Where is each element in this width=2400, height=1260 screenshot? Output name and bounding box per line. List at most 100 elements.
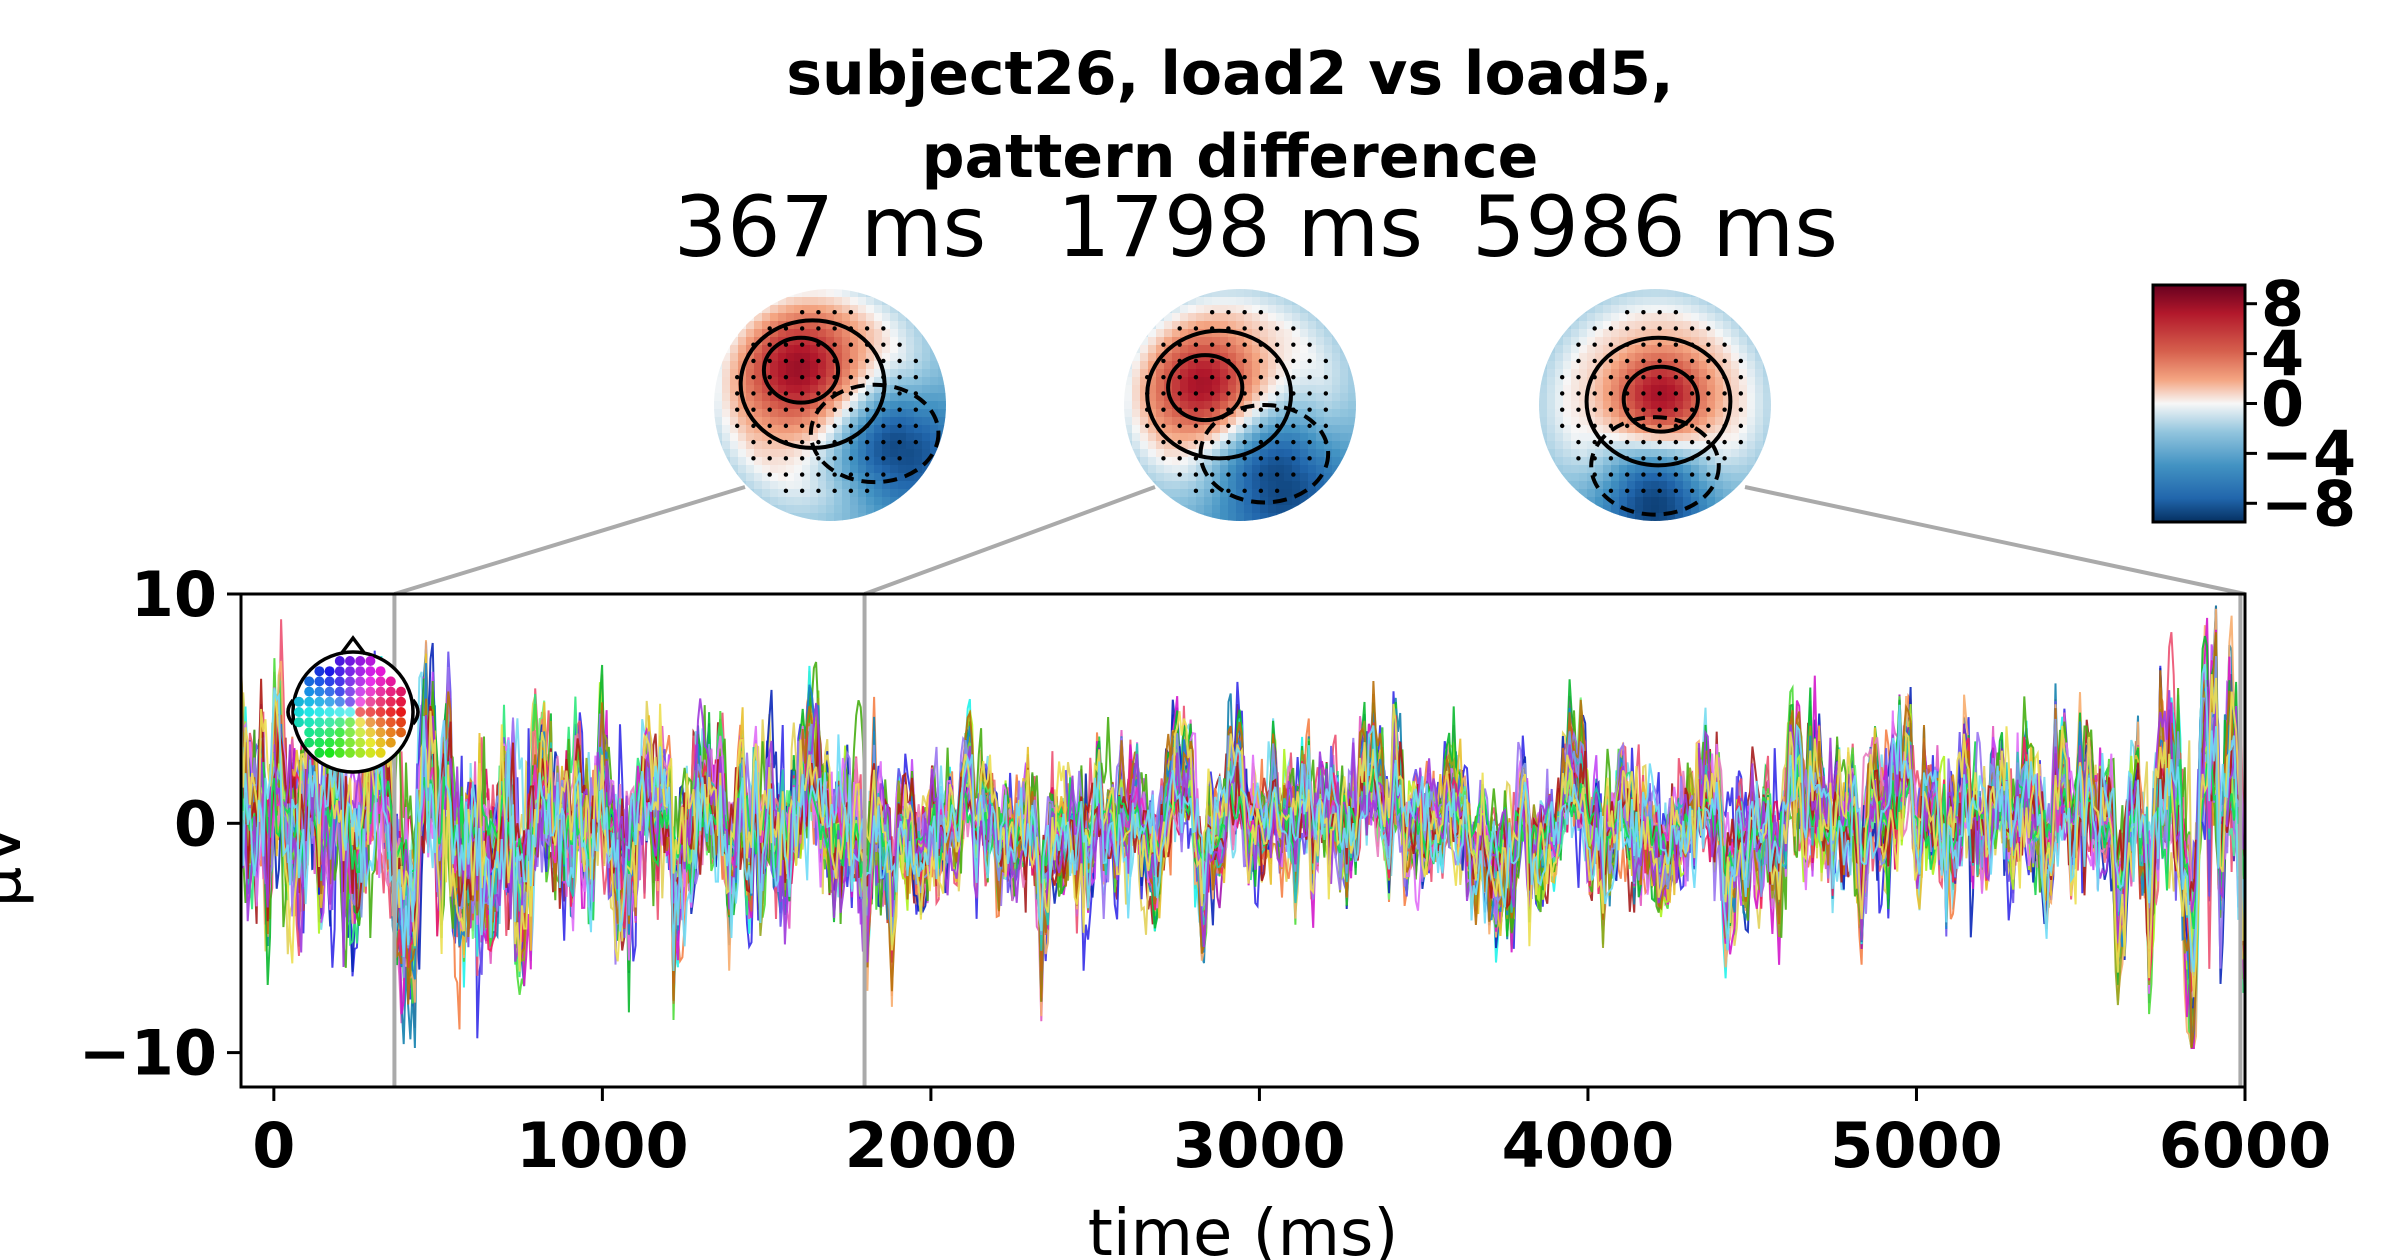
sensor-dot: [832, 488, 837, 494]
sensor-dot: [1242, 423, 1247, 429]
sensor-dot: [783, 391, 789, 396]
sensor-dot: [1177, 472, 1182, 477]
sensor-dot: [767, 374, 772, 380]
inset-sensor-dot: [365, 747, 376, 758]
sensor-dot: [1226, 358, 1231, 364]
sensor-dot: [1657, 310, 1662, 315]
inset-sensor-dot: [294, 696, 304, 707]
sensor-dot: [1274, 472, 1280, 477]
inset-sensor-dot: [314, 676, 325, 687]
sensor-dot: [913, 358, 919, 364]
topomap-time-label-1: 367 ms: [674, 178, 987, 276]
sensor-dot: [832, 407, 837, 412]
sensor-dot: [881, 374, 886, 380]
sensor-dot: [881, 326, 886, 331]
chart-title-line2: pattern difference: [922, 122, 1539, 192]
sensor-dot: [1274, 358, 1280, 364]
inset-sensor-dot: [334, 676, 345, 687]
sensor-dot: [1689, 374, 1695, 380]
inset-sensor-dot: [385, 696, 396, 707]
sensor-dot: [1274, 456, 1280, 461]
sensor-dot: [1657, 472, 1662, 477]
sensor-dot: [1576, 342, 1581, 347]
sensor-dot: [816, 310, 821, 315]
sensor-dot: [832, 374, 837, 380]
sensor-dot: [1145, 407, 1150, 412]
inset-sensor-dot: [355, 696, 366, 707]
sensor-dot: [1673, 391, 1679, 396]
sensor-dot: [783, 342, 789, 347]
sensor-dot: [1258, 326, 1264, 331]
sensor-dot: [1722, 439, 1727, 445]
sensor-dot: [1177, 407, 1182, 412]
sensor-dot: [751, 456, 756, 461]
sensor-dot: [1738, 391, 1744, 396]
sensor-dot: [783, 439, 789, 445]
sensor-dot: [1657, 326, 1662, 331]
sensor-dot: [1641, 391, 1646, 396]
sensor-dot: [1657, 488, 1662, 494]
sensor-dot: [1226, 310, 1231, 315]
topomap-connector: [863, 485, 1156, 596]
topomap-contour: [1166, 353, 1245, 423]
sensor-dot: [1706, 439, 1711, 445]
sensor-dot: [735, 374, 740, 380]
channel-trace: [240, 663, 2246, 973]
topomap-connector: [393, 485, 746, 596]
sensor-dot: [848, 342, 854, 347]
sensor-dot: [1706, 391, 1711, 396]
sensor-dot: [1706, 342, 1711, 347]
sensor-dot: [1576, 423, 1581, 429]
sensor-dot: [1689, 488, 1695, 494]
sensor-dot: [1209, 423, 1215, 429]
sensor-dot: [1209, 472, 1215, 477]
x-axis-label: time (ms): [1088, 1197, 1399, 1260]
sensor-dot: [897, 374, 902, 380]
inset-sensor-dot: [355, 707, 366, 717]
sensor-dot: [1641, 326, 1646, 331]
sensor-dot: [767, 358, 772, 364]
sensor-dot: [1592, 472, 1597, 477]
sensor-dot: [751, 342, 756, 347]
sensor-dot: [1258, 472, 1264, 477]
sensor-dot: [1209, 358, 1215, 364]
sensor-dot: [1673, 342, 1679, 347]
inset-sensor-dot: [365, 666, 376, 677]
sensor-dot: [1641, 472, 1646, 477]
sensor-dot: [1209, 488, 1215, 494]
sensor-dot: [1706, 358, 1711, 364]
sensor-dot: [1641, 456, 1646, 461]
inset-sensor-dot: [396, 696, 406, 707]
sensor-dot: [816, 326, 821, 331]
sensor-dot: [864, 488, 870, 494]
sensor-dot: [1657, 358, 1662, 364]
sensor-dot: [1560, 391, 1565, 396]
sensor-dot: [864, 423, 870, 429]
sensor-dot: [1673, 310, 1679, 315]
sensor-dot: [1274, 439, 1280, 445]
sensor-dot: [1657, 456, 1662, 461]
inset-sensor-dot: [324, 737, 335, 748]
sensor-dot: [1145, 423, 1150, 429]
sensor-dot: [1307, 423, 1312, 429]
sensor-dot: [1242, 391, 1247, 396]
sensor-dot: [1657, 439, 1662, 445]
sensor-dot: [1689, 326, 1695, 331]
sensor-dot: [1641, 488, 1646, 494]
sensor-dot: [1624, 488, 1630, 494]
sensor-dot: [767, 342, 772, 347]
sensor-dot: [1738, 423, 1744, 429]
sensor-dot: [1657, 374, 1662, 380]
colorbar-tick-label: 0: [2261, 368, 2304, 441]
sensor-dot: [1242, 310, 1247, 315]
inset-sensor-dot: [345, 707, 355, 717]
sensor-dot: [1242, 488, 1247, 494]
sensor-dot: [783, 374, 789, 380]
sensor-dot: [881, 456, 886, 461]
inset-sensor-dot: [314, 747, 325, 758]
inset-sensor-dot: [365, 676, 376, 687]
topomap-contour: [808, 382, 941, 485]
sensor-dot: [848, 374, 854, 380]
sensor-dot: [1274, 326, 1280, 331]
sensor-dot: [767, 456, 772, 461]
